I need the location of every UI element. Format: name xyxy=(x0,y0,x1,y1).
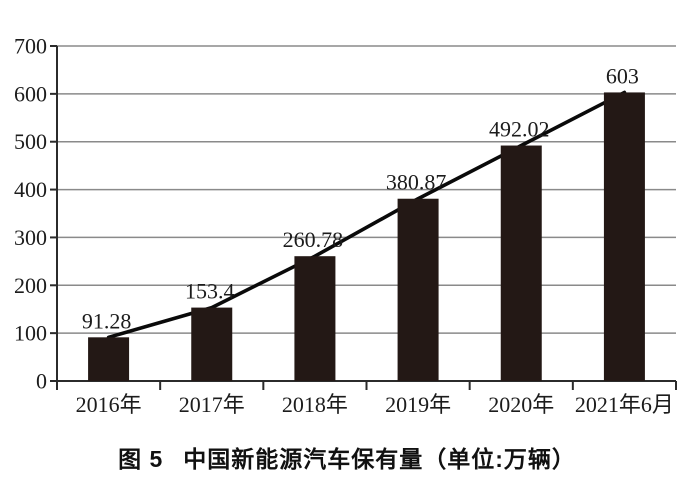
y-tick-label-0: 0 xyxy=(36,369,47,394)
bar-2019年 xyxy=(397,198,439,381)
x-tick-label-2: 2018年 xyxy=(282,392,348,417)
bar-2020年 xyxy=(500,145,542,381)
value-label-5: 603 xyxy=(606,63,639,88)
x-tick-label-5: 2021年6月 xyxy=(575,392,674,417)
value-label-4: 492.02 xyxy=(489,117,550,142)
value-label-0: 91.28 xyxy=(82,308,132,333)
y-tick-label-300: 300 xyxy=(14,225,47,250)
caption-figure-number: 图 5 xyxy=(118,446,164,472)
x-tick-label-4: 2020年 xyxy=(488,392,554,417)
bar-2021年6月 xyxy=(603,92,645,382)
x-tick-label-1: 2017年 xyxy=(179,392,245,417)
y-tick-label-100: 100 xyxy=(14,321,47,346)
bar-2018年 xyxy=(294,256,336,381)
chart-caption: 图 5 中国新能源汽车保有量（单位:万辆） xyxy=(0,440,694,474)
x-tick-label-0: 2016年 xyxy=(76,392,142,417)
value-label-1: 153.4 xyxy=(185,279,235,304)
y-tick-label-200: 200 xyxy=(14,273,47,298)
nev-ownership-chart: 0 100 200 300 400 500 600 700 91.28 2016年 153.4 201… xyxy=(14,34,677,417)
y-tick-label-600: 600 xyxy=(14,81,47,106)
y-tick-label-700: 700 xyxy=(14,34,47,59)
bar-2016年 xyxy=(88,337,130,381)
value-label-3: 380.87 xyxy=(386,170,447,195)
y-tick-label-400: 400 xyxy=(14,177,47,202)
x-tick-label-3: 2019年 xyxy=(385,392,451,417)
caption-title-text: 中国新能源汽车保有量（单位:万辆） xyxy=(183,446,576,472)
y-tick-label-500: 500 xyxy=(14,129,47,154)
value-label-2: 260.78 xyxy=(283,227,344,252)
bar-2017年 xyxy=(191,307,233,381)
